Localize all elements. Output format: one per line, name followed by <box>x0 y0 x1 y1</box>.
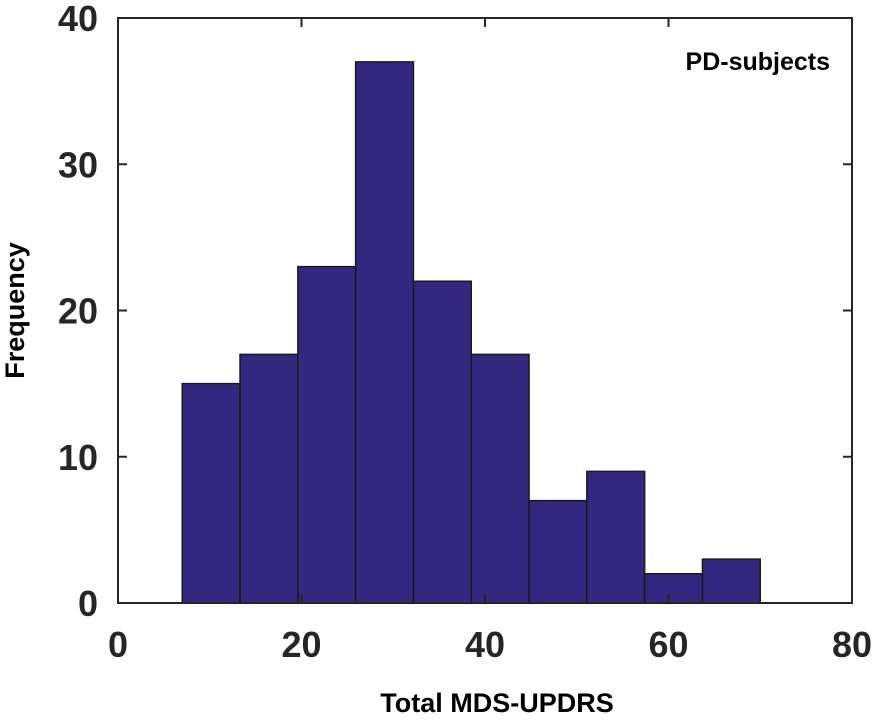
x-axis-label: Total MDS-UPDRS <box>380 688 614 718</box>
histogram-bar <box>181 382 241 604</box>
y-tick-label: 30 <box>58 144 98 185</box>
histogram-bar <box>297 265 357 604</box>
x-tick-label: 20 <box>281 624 321 665</box>
ticks-group: 0 20 40 60 80 0 10 20 30 40 <box>58 0 872 665</box>
x-tick-label: 0 <box>108 624 128 665</box>
x-tick-label: 60 <box>648 624 688 665</box>
histogram-bar <box>528 499 588 604</box>
x-tick-label: 80 <box>832 624 872 665</box>
histogram-bar <box>586 470 646 604</box>
annotation-label: PD-subjects <box>686 48 830 76</box>
histogram-bar <box>412 280 472 604</box>
y-tick-label: 10 <box>58 437 98 478</box>
histogram-bar <box>470 353 530 604</box>
histogram-bar <box>239 353 299 604</box>
y-tick-label: 20 <box>58 291 98 332</box>
y-tick-label: 40 <box>58 0 98 39</box>
x-tick-label: 40 <box>465 624 505 665</box>
histogram-bar <box>701 558 762 604</box>
y-axis-label: Frequency <box>0 242 30 379</box>
y-tick-label: 0 <box>78 583 98 624</box>
histogram-bar <box>643 573 704 604</box>
bars-group <box>181 61 762 604</box>
histogram-bar <box>354 61 415 604</box>
